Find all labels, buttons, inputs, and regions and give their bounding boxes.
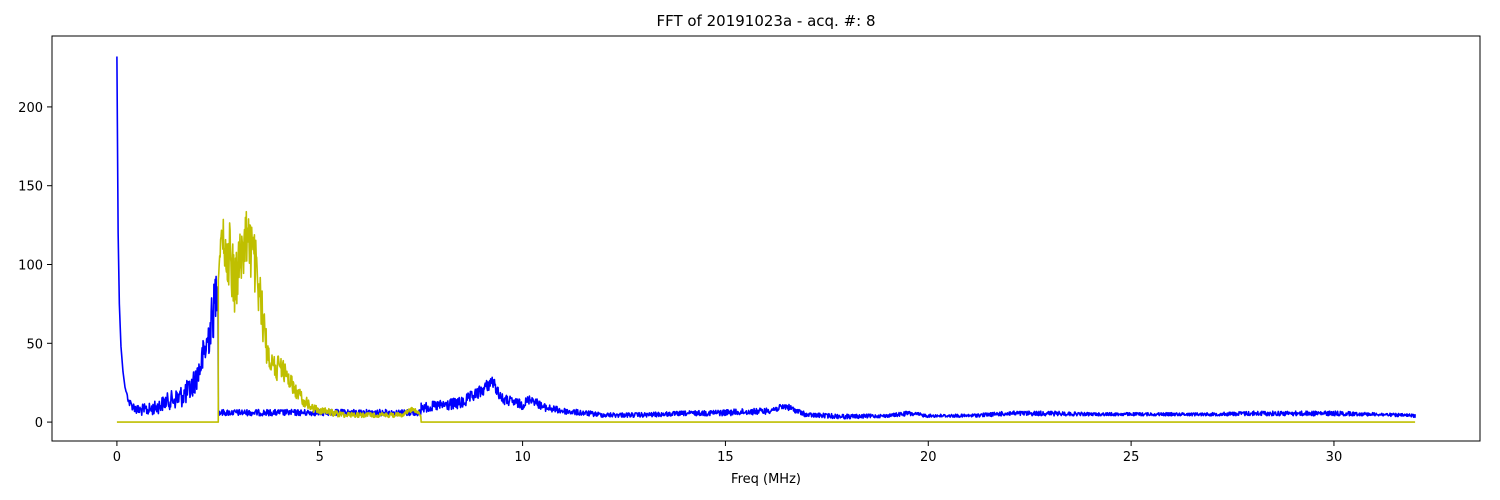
axes-frame	[51, 35, 1481, 442]
plot-area	[116, 56, 1416, 423]
x-axis: 0 5 10 15 20 25 30	[113, 441, 1342, 465]
x-tick-label: 20	[920, 450, 937, 465]
y-tick-label: 150	[18, 180, 43, 195]
x-axis-label: Freq (MHz)	[731, 472, 801, 487]
series-line-2	[116, 210, 1416, 423]
y-tick-label: 100	[18, 259, 43, 274]
x-tick-label: 25	[1123, 450, 1140, 465]
chart-title: FFT of 20191023a - acq. #: 8	[656, 12, 875, 30]
x-tick-label: 15	[717, 450, 734, 465]
x-tick-label: 10	[514, 450, 531, 465]
x-tick-label: 5	[316, 450, 324, 465]
y-tick-label: 50	[26, 337, 43, 352]
y-axis: 0 50 100 150 200	[18, 101, 52, 431]
series-line-1	[116, 56, 1416, 420]
y-tick-label: 200	[18, 101, 43, 116]
x-tick-label: 0	[113, 450, 121, 465]
y-tick-label: 0	[35, 416, 43, 431]
x-tick-label: 30	[1326, 450, 1343, 465]
